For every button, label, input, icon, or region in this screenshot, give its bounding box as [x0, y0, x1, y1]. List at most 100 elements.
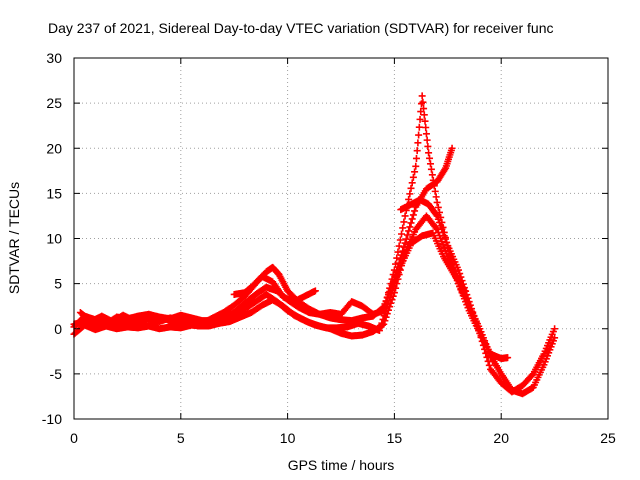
data-point	[400, 218, 408, 226]
data-point	[416, 115, 424, 123]
data-point	[403, 231, 411, 239]
x-tick-label: 20	[493, 430, 509, 446]
data-point	[417, 100, 425, 108]
data-point	[394, 248, 402, 256]
data-point	[379, 315, 387, 323]
data-point	[477, 333, 485, 341]
data-point	[375, 327, 383, 335]
data-point	[476, 329, 484, 337]
data-point	[424, 142, 432, 150]
data-point	[432, 193, 440, 201]
data-point	[383, 304, 391, 312]
data-point	[411, 207, 419, 215]
data-point	[398, 230, 406, 238]
data-point	[438, 225, 446, 233]
data-point	[412, 162, 420, 170]
data-point	[428, 171, 436, 179]
data-point	[504, 354, 512, 362]
data-point	[431, 187, 439, 195]
data-point	[463, 291, 471, 299]
x-tick-label: 15	[387, 430, 403, 446]
data-point	[386, 293, 394, 301]
data-point	[458, 277, 466, 285]
data-point	[434, 203, 442, 211]
series-track-d	[76, 229, 469, 335]
data-point	[392, 260, 400, 268]
data-point	[471, 315, 479, 323]
y-tick-label: -5	[50, 366, 63, 382]
data-point	[392, 276, 400, 284]
data-point	[406, 223, 414, 231]
x-tick-label: 0	[70, 430, 78, 446]
y-axis-title: SDTVAR / TECUs	[6, 182, 22, 294]
data-point	[380, 312, 388, 320]
y-tick-label: 25	[46, 95, 62, 111]
data-point	[418, 92, 426, 100]
y-tick-label: 5	[54, 276, 62, 292]
y-tick-label: 10	[46, 231, 62, 247]
data-point	[415, 131, 423, 139]
data-point	[393, 254, 401, 262]
data-point	[466, 301, 474, 309]
data-point	[469, 308, 477, 316]
data-point	[441, 235, 449, 243]
data-point	[464, 294, 472, 302]
data-point	[414, 139, 422, 147]
data-point	[401, 239, 409, 247]
data-point	[483, 353, 491, 361]
data-point	[408, 179, 416, 187]
data-point	[395, 242, 403, 250]
x-tick-label: 10	[280, 430, 296, 446]
series-track-e	[230, 196, 559, 396]
x-tick-label: 5	[177, 430, 185, 446]
data-point	[406, 190, 414, 198]
data-point	[481, 345, 489, 353]
data-point	[384, 301, 392, 309]
data-point	[399, 224, 407, 232]
data-point	[393, 272, 401, 280]
data-point	[440, 232, 448, 240]
data-point	[457, 273, 465, 281]
data-point	[470, 312, 478, 320]
data-point	[385, 297, 393, 305]
data-point	[409, 211, 417, 219]
data-point	[551, 325, 559, 333]
data-point	[408, 215, 416, 223]
data-point	[465, 298, 473, 306]
data-point	[432, 224, 440, 232]
data-point	[437, 222, 445, 230]
data-point	[387, 290, 395, 298]
x-tick-label: 25	[600, 430, 616, 446]
data-point	[472, 319, 480, 327]
data-point	[407, 219, 415, 227]
data-point	[430, 182, 438, 190]
data-point	[482, 349, 490, 357]
x-axis-title: GPS time / hours	[288, 457, 395, 473]
data-point	[423, 136, 431, 144]
data-point	[391, 279, 399, 287]
data-point	[420, 111, 428, 119]
data-point	[484, 357, 492, 365]
data-point	[407, 184, 415, 192]
data-point	[401, 212, 409, 220]
y-tick-label: -10	[42, 411, 62, 427]
data-point	[432, 211, 440, 219]
data-point	[439, 228, 447, 236]
data-point	[429, 176, 437, 184]
axis-ticks: 0 5 10 15 20 25 -10 -5 0 5 10 15 20 25 30	[42, 50, 616, 446]
data-point	[485, 361, 493, 369]
data-point	[396, 236, 404, 244]
data-point	[394, 269, 402, 277]
data-point	[377, 323, 385, 331]
data-point	[435, 219, 443, 227]
data-point	[468, 305, 476, 313]
y-tick-label: 30	[46, 50, 62, 66]
data-point	[413, 147, 421, 155]
data-point	[478, 337, 486, 345]
data-point	[381, 308, 389, 316]
data-point	[425, 149, 433, 157]
data-point	[456, 270, 464, 278]
data-point	[426, 154, 434, 162]
data-point	[409, 173, 417, 181]
data-point	[422, 130, 430, 138]
